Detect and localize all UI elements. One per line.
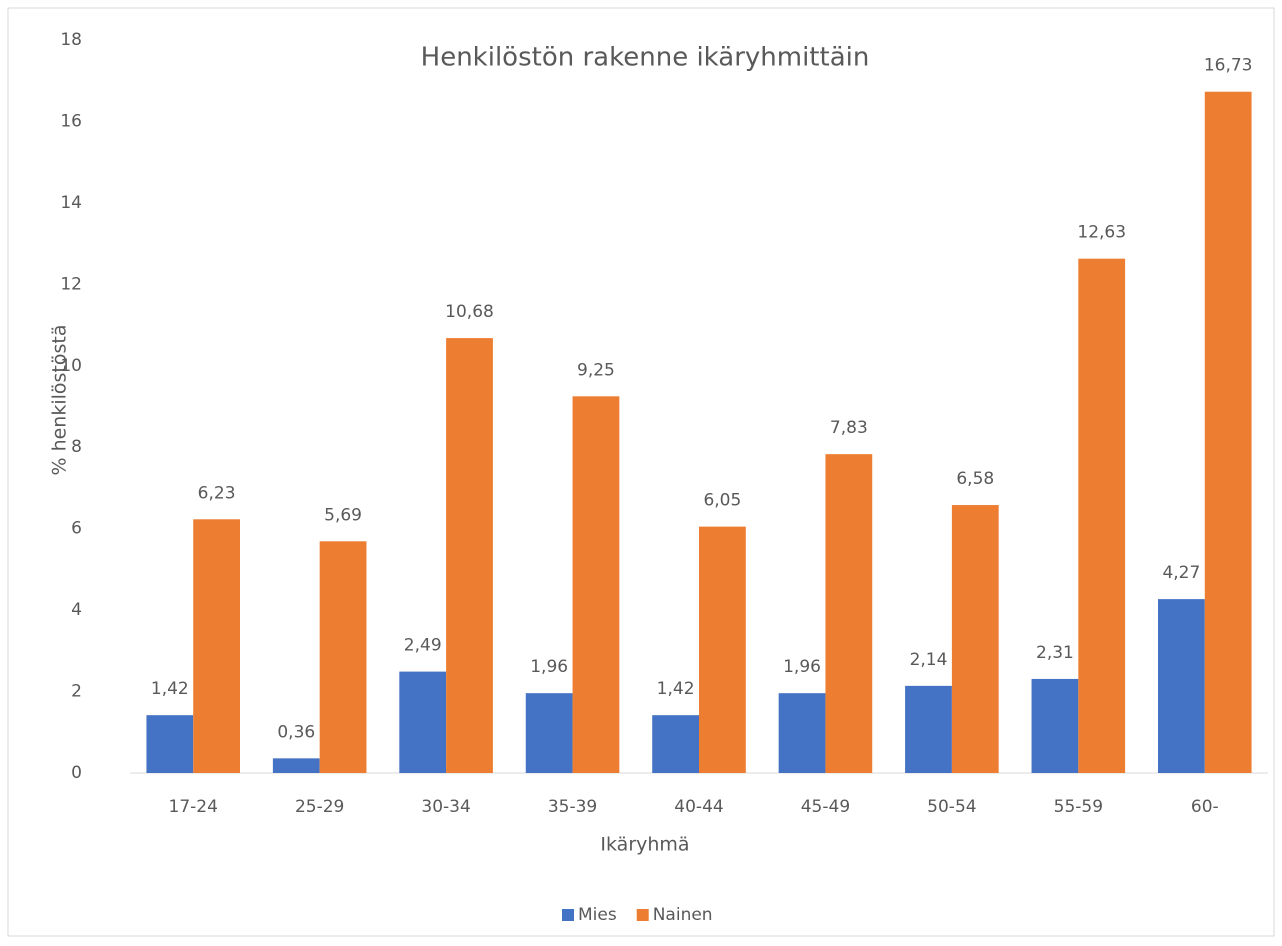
x-tick-label: 50-54 xyxy=(927,797,976,817)
bar xyxy=(319,541,367,773)
bar xyxy=(1078,258,1126,773)
data-label: 2,31 xyxy=(1036,643,1074,663)
bar xyxy=(905,685,952,773)
x-tick-label: 35-39 xyxy=(548,797,597,817)
y-tick-label: 4 xyxy=(71,600,82,620)
y-tick-label: 14 xyxy=(60,193,82,213)
data-label: 1,42 xyxy=(151,679,189,699)
x-tick-label: 30-34 xyxy=(421,797,470,817)
data-label: 4,27 xyxy=(1162,563,1200,583)
data-label: 5,69 xyxy=(324,505,362,525)
chart-border xyxy=(7,7,1275,937)
chart-title: Henkilöstön rakenne ikäryhmittäin xyxy=(421,43,870,73)
y-tick-label: 10 xyxy=(60,356,82,376)
bar xyxy=(1204,91,1252,773)
x-tick-label: 40-44 xyxy=(674,797,723,817)
y-axis-label: % henkilöstöstä xyxy=(49,324,71,475)
legend-swatch xyxy=(636,909,649,921)
y-tick-label: 12 xyxy=(60,274,82,294)
bar xyxy=(1031,678,1079,773)
y-tick-label: 18 xyxy=(60,30,82,50)
bar xyxy=(272,758,320,773)
bar xyxy=(399,671,447,773)
bar xyxy=(652,715,699,773)
y-tick-label: 2 xyxy=(71,682,82,702)
x-tick-label: 60- xyxy=(1191,797,1219,817)
y-tick-label: 8 xyxy=(71,437,82,457)
data-label: 2,49 xyxy=(404,636,442,656)
x-tick-label: 17-24 xyxy=(169,797,218,817)
y-tick-label: 6 xyxy=(71,519,82,539)
x-axis-label: Ikäryhmä xyxy=(600,834,689,856)
bar xyxy=(825,454,873,773)
x-tick-label: 25-29 xyxy=(295,797,344,817)
data-label: 6,58 xyxy=(956,469,994,489)
data-label: 1,96 xyxy=(530,657,568,677)
legend-label: Mies xyxy=(578,905,617,925)
bar xyxy=(699,526,746,773)
data-label: 6,05 xyxy=(703,491,741,511)
data-label: 10,68 xyxy=(445,302,494,322)
data-label: 9,25 xyxy=(577,360,615,380)
data-label: 12,63 xyxy=(1077,223,1126,243)
data-label: 0,36 xyxy=(277,722,315,742)
legend-label: Nainen xyxy=(653,905,713,925)
legend-swatch xyxy=(562,909,574,921)
data-label: 1,96 xyxy=(783,657,821,677)
bar xyxy=(525,693,573,773)
bar xyxy=(146,715,194,773)
data-label: 2,14 xyxy=(910,650,948,670)
x-tick-label: 55-59 xyxy=(1054,797,1103,817)
x-tick-label: 45-49 xyxy=(801,797,850,817)
bar xyxy=(572,396,620,773)
bar xyxy=(1157,599,1205,773)
data-label: 1,42 xyxy=(657,679,695,699)
bar xyxy=(446,338,493,773)
bar xyxy=(778,693,826,773)
data-label: 6,23 xyxy=(198,483,236,503)
bar xyxy=(951,505,999,773)
data-label: 16,73 xyxy=(1204,56,1253,76)
bar xyxy=(193,519,241,773)
y-tick-label: 0 xyxy=(71,763,82,783)
data-label: 7,83 xyxy=(830,418,868,438)
y-tick-label: 16 xyxy=(60,111,82,131)
